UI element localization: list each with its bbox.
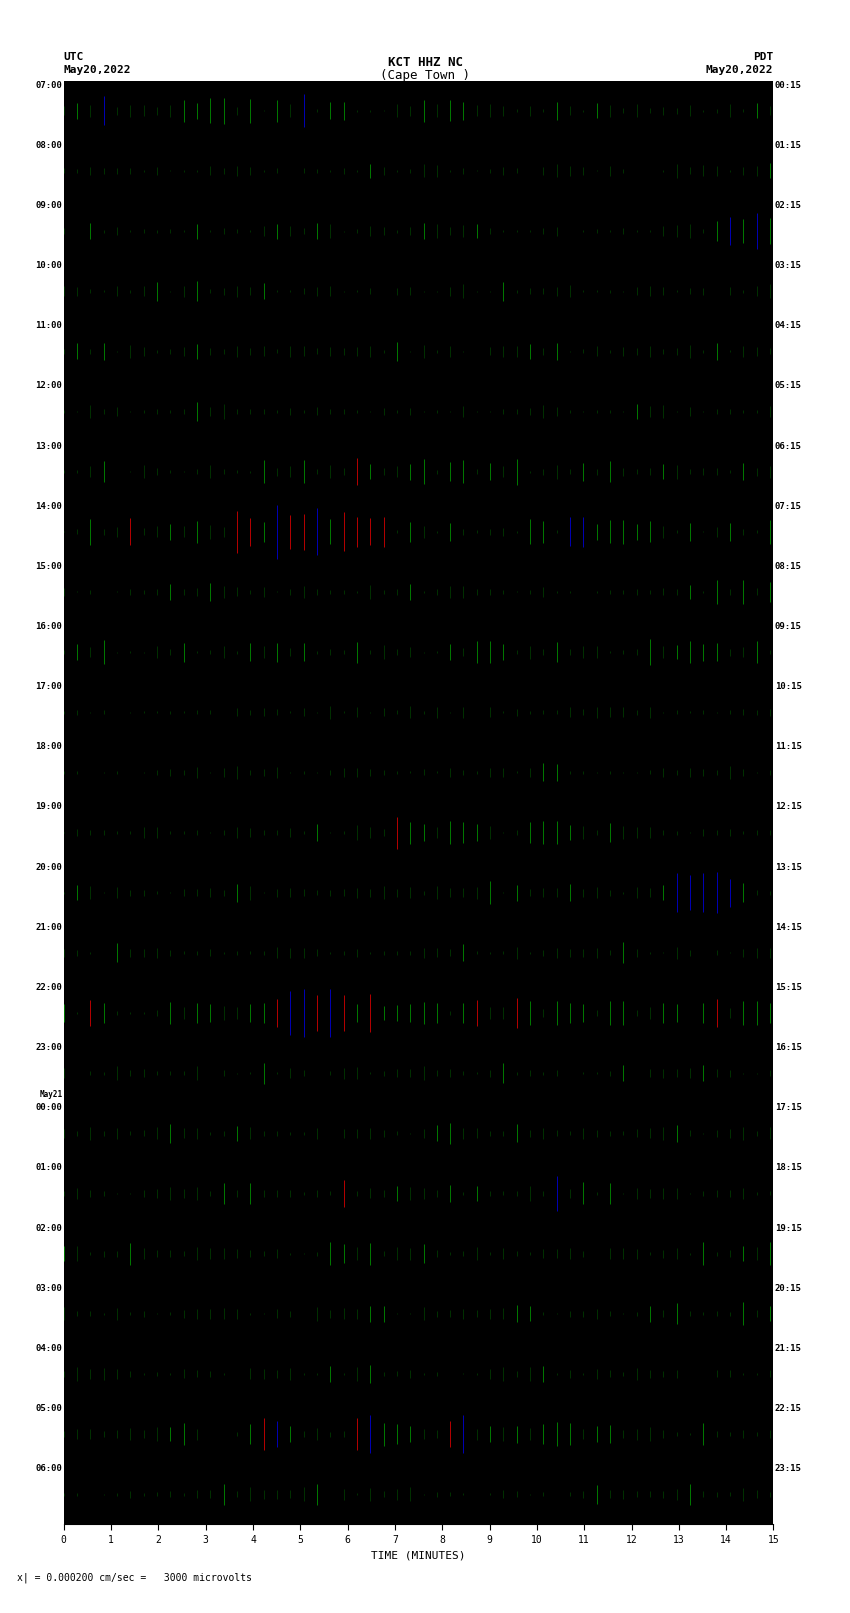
Text: 17:15: 17:15 — [775, 1103, 802, 1113]
Text: 01:00: 01:00 — [36, 1163, 62, 1173]
Text: 21:15: 21:15 — [775, 1344, 802, 1353]
Text: 12:00: 12:00 — [36, 381, 62, 390]
Text: 19:00: 19:00 — [36, 802, 62, 811]
Text: 02:00: 02:00 — [36, 1224, 62, 1232]
Text: 22:00: 22:00 — [36, 982, 62, 992]
Text: KCT HHZ NC: KCT HHZ NC — [388, 56, 462, 69]
Text: 08:00: 08:00 — [36, 140, 62, 150]
Text: 03:15: 03:15 — [775, 261, 802, 269]
Text: 04:00: 04:00 — [36, 1344, 62, 1353]
Text: 16:00: 16:00 — [36, 623, 62, 631]
Text: 13:00: 13:00 — [36, 442, 62, 450]
Text: 06:15: 06:15 — [775, 442, 802, 450]
Text: UTC: UTC — [64, 52, 84, 61]
Text: 05:15: 05:15 — [775, 381, 802, 390]
Text: 20:00: 20:00 — [36, 863, 62, 871]
Text: 04:15: 04:15 — [775, 321, 802, 331]
Text: 07:15: 07:15 — [775, 502, 802, 511]
Text: 09:00: 09:00 — [36, 202, 62, 210]
Text: 01:15: 01:15 — [775, 140, 802, 150]
Text: May21: May21 — [39, 1090, 62, 1098]
Text: May20,2022: May20,2022 — [706, 65, 774, 74]
Text: 09:15: 09:15 — [775, 623, 802, 631]
Text: 14:00: 14:00 — [36, 502, 62, 511]
Text: 21:00: 21:00 — [36, 923, 62, 932]
Text: 18:15: 18:15 — [775, 1163, 802, 1173]
Text: 02:15: 02:15 — [775, 202, 802, 210]
Text: 00:15: 00:15 — [775, 81, 802, 90]
Text: x| = 0.000200 cm/sec =   3000 microvolts: x| = 0.000200 cm/sec = 3000 microvolts — [17, 1573, 252, 1584]
Text: 22:15: 22:15 — [775, 1403, 802, 1413]
Text: 07:00: 07:00 — [36, 81, 62, 90]
Text: 23:15: 23:15 — [775, 1465, 802, 1473]
X-axis label: TIME (MINUTES): TIME (MINUTES) — [371, 1550, 466, 1560]
Text: 11:15: 11:15 — [775, 742, 802, 752]
Text: 15:15: 15:15 — [775, 982, 802, 992]
Text: 10:15: 10:15 — [775, 682, 802, 690]
Text: 05:00: 05:00 — [36, 1403, 62, 1413]
Text: May20,2022: May20,2022 — [64, 65, 131, 74]
Text: 12:15: 12:15 — [775, 802, 802, 811]
Text: 06:00: 06:00 — [36, 1465, 62, 1473]
Text: 15:00: 15:00 — [36, 561, 62, 571]
Text: 13:15: 13:15 — [775, 863, 802, 871]
Text: 19:15: 19:15 — [775, 1224, 802, 1232]
Text: (Cape Town ): (Cape Town ) — [380, 69, 470, 82]
Text: 16:15: 16:15 — [775, 1044, 802, 1052]
Text: I = 0.000200 cm/sec: I = 0.000200 cm/sec — [366, 82, 484, 92]
Text: 10:00: 10:00 — [36, 261, 62, 269]
Text: 23:00: 23:00 — [36, 1044, 62, 1052]
Text: 20:15: 20:15 — [775, 1284, 802, 1292]
Text: 17:00: 17:00 — [36, 682, 62, 690]
Text: 03:00: 03:00 — [36, 1284, 62, 1292]
Text: PDT: PDT — [753, 52, 774, 61]
Text: 14:15: 14:15 — [775, 923, 802, 932]
Text: 11:00: 11:00 — [36, 321, 62, 331]
Text: 00:00: 00:00 — [36, 1103, 62, 1113]
Text: 18:00: 18:00 — [36, 742, 62, 752]
Text: 08:15: 08:15 — [775, 561, 802, 571]
